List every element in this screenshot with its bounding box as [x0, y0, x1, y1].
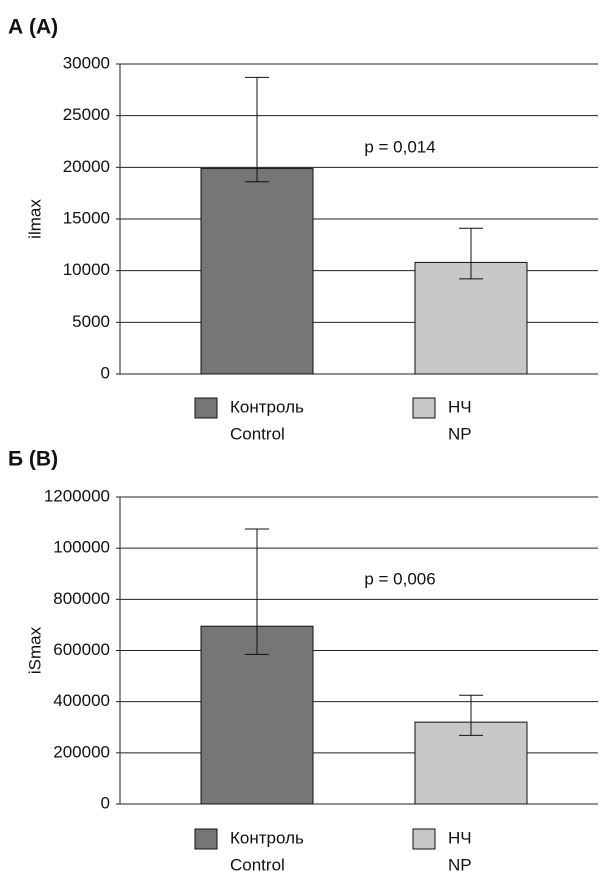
legend-label: NP — [448, 855, 472, 874]
y-tick-label: 5000 — [72, 312, 110, 331]
y-tick-label: 100000 — [53, 538, 110, 557]
legend-swatch — [194, 397, 218, 419]
y-tick-label: 800000 — [53, 589, 110, 608]
legend-swatch — [412, 397, 436, 419]
y-tick-label: 0 — [101, 363, 110, 382]
legend-label: Контроль — [230, 397, 304, 416]
y-tick-label: 400000 — [53, 691, 110, 710]
legend-label: Control — [230, 424, 285, 443]
y-tick-label: 200000 — [53, 742, 110, 761]
annotation: p = 0,014 — [364, 137, 435, 156]
legend-label: НЧ — [448, 397, 472, 416]
legend-swatch — [412, 828, 436, 850]
legend-label: Контроль — [230, 828, 304, 847]
y-axis-label: ilmax — [25, 199, 44, 239]
y-tick-label: 15000 — [63, 208, 110, 227]
y-tick-label: 20000 — [63, 157, 110, 176]
y-axis-label: iSmax — [25, 626, 44, 674]
y-tick-label: 30000 — [63, 53, 110, 72]
legend-label: Control — [230, 855, 285, 874]
panel-title: Б (B) — [8, 448, 58, 471]
y-tick-label: 10000 — [63, 260, 110, 279]
annotation: p = 0,006 — [364, 569, 435, 588]
bar — [200, 167, 314, 375]
y-tick-label: 0 — [101, 793, 110, 812]
legend-swatch — [194, 828, 218, 850]
y-tick-label: 600000 — [53, 640, 110, 659]
panel-title: А (A) — [8, 16, 58, 39]
y-tick-label: 1200000 — [44, 486, 110, 505]
y-tick-label: 25000 — [63, 105, 110, 124]
legend-label: НЧ — [448, 828, 472, 847]
legend-label: NP — [448, 424, 472, 443]
bar — [200, 625, 314, 805]
